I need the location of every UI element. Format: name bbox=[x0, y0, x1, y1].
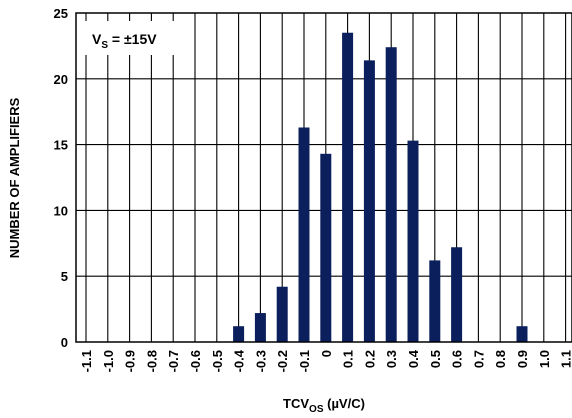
x-tick-label: -0.5 bbox=[210, 350, 225, 372]
x-axis-label-subscript: OS bbox=[309, 404, 324, 415]
x-tick-label: 0 bbox=[319, 350, 334, 357]
bar bbox=[233, 326, 244, 342]
y-tick-label: 15 bbox=[54, 138, 68, 153]
x-tick-label: -0.1 bbox=[297, 350, 312, 372]
x-tick-label: 0.9 bbox=[515, 350, 530, 368]
x-tick-label: 0.7 bbox=[471, 350, 486, 368]
x-tick-label: -0.3 bbox=[253, 350, 268, 372]
bar bbox=[299, 127, 310, 342]
x-tick-label: 0.1 bbox=[341, 350, 356, 368]
x-axis-label-tail: (µV/C) bbox=[324, 396, 365, 411]
x-tick-label: 0.4 bbox=[406, 349, 421, 368]
x-tick-label: -0.8 bbox=[144, 350, 159, 372]
x-tick-label: -0.6 bbox=[188, 350, 203, 372]
x-tick-label: -0.2 bbox=[275, 350, 290, 372]
annotation-tail: = ±15V bbox=[108, 31, 157, 47]
bar bbox=[320, 154, 331, 342]
x-axis-label: TCVOS (µV/C) bbox=[283, 396, 365, 415]
bar bbox=[429, 260, 440, 342]
x-tick-label: 0.6 bbox=[450, 350, 465, 368]
x-tick-label: 0.8 bbox=[493, 350, 508, 368]
y-tick-label: 5 bbox=[61, 269, 68, 284]
x-tick-label: -0.9 bbox=[123, 350, 138, 372]
x-tick-label: 1.0 bbox=[537, 350, 552, 368]
bar bbox=[517, 326, 528, 342]
x-tick-label: 0.5 bbox=[428, 350, 443, 368]
y-tick-label: 0 bbox=[61, 335, 68, 350]
bar bbox=[277, 287, 288, 342]
y-axis-label: NUMBER OF AMPLIFIERS bbox=[7, 97, 22, 258]
x-axis-label-main: TCV bbox=[283, 396, 309, 411]
bar bbox=[408, 141, 419, 342]
y-tick-label: 10 bbox=[54, 203, 68, 218]
bar bbox=[451, 247, 462, 342]
bar bbox=[386, 47, 397, 342]
y-tick-label: 25 bbox=[54, 6, 68, 21]
y-tick-label: 20 bbox=[54, 72, 68, 87]
x-tick-label: -1.1 bbox=[79, 350, 94, 372]
x-tick-label: -0.4 bbox=[232, 349, 247, 372]
x-tick-label: -0.7 bbox=[166, 350, 181, 372]
x-tick-label: -1.0 bbox=[101, 350, 116, 372]
x-tick-label: 1.1 bbox=[559, 350, 572, 368]
x-tick-labels: -1.1 -1.0 -0.9 -0.8 -0.7 -0.6 -0.5 -0.4 -0.3 -0.2… bbox=[79, 349, 572, 372]
x-tick-label: 0.2 bbox=[362, 350, 377, 368]
y-tick-labels: 0 5 10 15 20 25 bbox=[54, 6, 68, 350]
x-tick-label: 0.3 bbox=[384, 350, 399, 368]
bar bbox=[255, 313, 266, 342]
bar bbox=[364, 60, 375, 342]
bar bbox=[342, 33, 353, 342]
